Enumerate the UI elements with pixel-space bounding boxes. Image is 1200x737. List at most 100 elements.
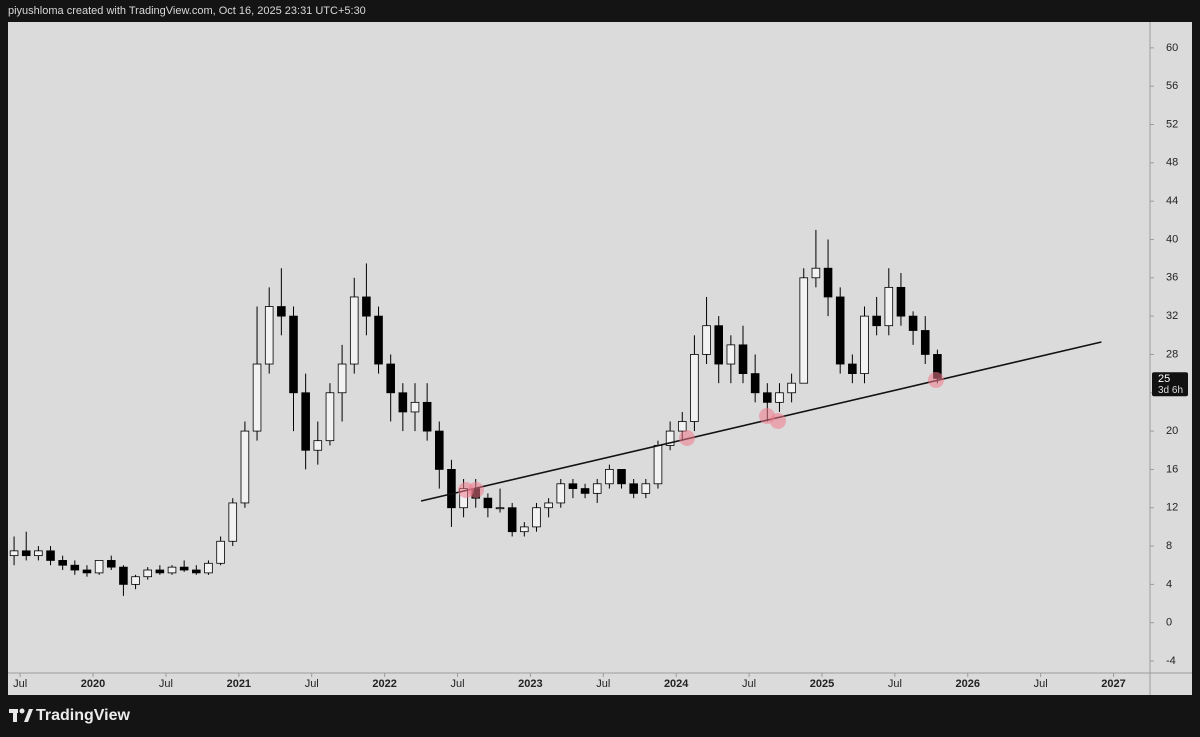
- candle-body: [823, 267, 833, 298]
- candle-body: [629, 483, 638, 494]
- candle-body: [447, 469, 456, 509]
- x-tick-label: Jul: [1034, 678, 1048, 690]
- candle-body: [94, 560, 104, 574]
- candle-body: [690, 354, 699, 422]
- candle-body: [884, 286, 894, 327]
- candle-body: [665, 430, 675, 446]
- candle-body: [787, 382, 796, 394]
- candle-body: [896, 286, 906, 317]
- candle-body: [374, 315, 383, 365]
- candle-body: [532, 507, 541, 528]
- y-tick-label: 28: [1166, 348, 1178, 360]
- candle-body: [848, 363, 857, 375]
- x-tick-label: 2022: [372, 678, 396, 690]
- logo-part: [24, 709, 33, 722]
- candle-body: [677, 421, 687, 432]
- logo-part: [19, 708, 25, 714]
- candle-body: [179, 566, 189, 571]
- candle-body: [325, 392, 335, 442]
- candle-body: [763, 392, 772, 403]
- candle-body: [434, 430, 444, 470]
- x-tick-label: 2020: [81, 678, 105, 690]
- candle-body: [641, 483, 651, 494]
- y-tick-label: 40: [1166, 233, 1178, 245]
- candle-body: [714, 325, 724, 365]
- candle-body: [738, 344, 748, 375]
- y-tick-label: 0: [1166, 617, 1172, 629]
- header-text: piyushloma created with TradingView.com,…: [8, 5, 366, 17]
- candle-body: [410, 401, 420, 413]
- candle-body: [58, 560, 67, 566]
- candle-body: [544, 502, 553, 509]
- candle-body: [835, 296, 845, 365]
- footer-brand: TradingView: [36, 707, 131, 724]
- candle-body: [313, 440, 323, 451]
- candle-body: [277, 306, 286, 317]
- candle-body: [750, 373, 760, 394]
- candle-body: [192, 569, 201, 574]
- candle-body: [872, 315, 881, 327]
- y-tick-label: 36: [1166, 272, 1178, 284]
- candle-body: [362, 296, 371, 317]
- logo-part: [13, 709, 17, 722]
- candle-body: [726, 344, 736, 365]
- candle-body: [592, 483, 602, 494]
- candle-body: [799, 277, 809, 384]
- candle-body: [860, 315, 869, 375]
- x-tick-label: 2023: [518, 678, 542, 690]
- highlight: [770, 413, 786, 429]
- x-tick-label: Jul: [742, 678, 756, 690]
- y-tick-label: 48: [1166, 157, 1178, 169]
- candle-body: [653, 445, 663, 485]
- candle-body: [520, 526, 529, 533]
- y-tick-label: 32: [1166, 310, 1178, 322]
- candle-body: [21, 550, 31, 557]
- y-tick-label: 60: [1166, 42, 1178, 54]
- y-tick-label: 4: [1166, 578, 1172, 590]
- y-tick-label: 44: [1166, 195, 1178, 207]
- y-tick-label: 52: [1166, 118, 1178, 130]
- candle-body: [556, 483, 566, 504]
- y-tick-label: 16: [1166, 463, 1178, 475]
- x-tick-label: Jul: [450, 678, 464, 690]
- x-tick-label: 2027: [1101, 678, 1125, 690]
- candle-body: [106, 560, 116, 568]
- candle-body: [240, 430, 250, 504]
- highlight: [679, 430, 695, 446]
- x-tick-label: Jul: [13, 678, 27, 690]
- candle-body: [252, 363, 262, 432]
- candle-body: [775, 392, 784, 403]
- candle-body: [568, 483, 578, 489]
- y-tick-label: 56: [1166, 80, 1178, 92]
- candle-body: [70, 564, 80, 571]
- x-tick-label: Jul: [305, 678, 319, 690]
- candle-body: [422, 401, 432, 432]
- plot: -404812162024283236404448525660Jul2020Ju…: [9, 42, 1188, 690]
- y-tick-label: 12: [1166, 502, 1178, 514]
- countdown-label: 3d 6h: [1158, 385, 1183, 396]
- y-tick-label: -4: [1166, 655, 1176, 667]
- x-tick-label: 2024: [664, 678, 689, 690]
- candle-body: [337, 363, 347, 394]
- x-tick-label: Jul: [596, 678, 610, 690]
- x-tick-label: Jul: [159, 678, 173, 690]
- candle-body: [483, 497, 493, 509]
- candle-body: [398, 392, 408, 413]
- candle-body: [349, 296, 359, 365]
- highlights: [458, 372, 944, 498]
- candle-body: [264, 306, 274, 365]
- candle-body: [155, 569, 165, 574]
- candle-body: [228, 502, 238, 542]
- candle-body: [301, 392, 310, 451]
- x-tick-label: 2026: [956, 678, 980, 690]
- candle-body: [811, 267, 821, 279]
- candle-body: [605, 469, 614, 485]
- candle-body: [46, 550, 55, 561]
- candle-body: [580, 488, 590, 494]
- candle-body: [495, 507, 505, 510]
- candle-body: [702, 325, 711, 355]
- last-price-label: 25: [1158, 373, 1170, 385]
- candle-body: [119, 566, 128, 585]
- x-tick-label: 2021: [227, 678, 251, 690]
- y-tick-label: 8: [1166, 540, 1172, 552]
